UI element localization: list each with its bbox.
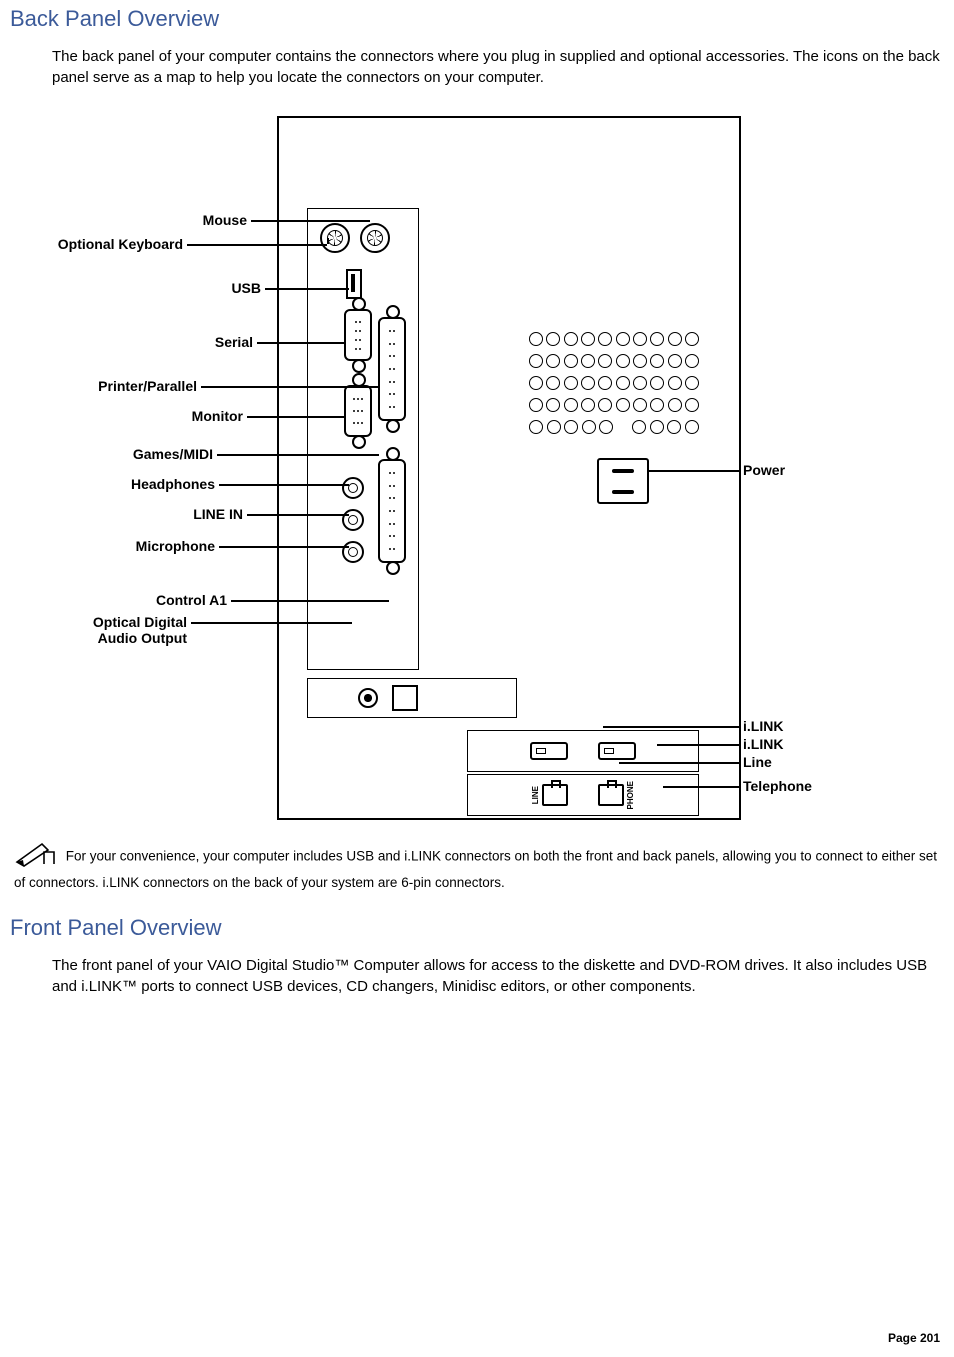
- diagram-label-ilink2: i.LINK: [743, 736, 783, 752]
- note-text: For your convenience, your computer incl…: [14, 849, 937, 890]
- headphone-jack-icon: [342, 477, 364, 499]
- control-a1-panel-icon: [307, 678, 517, 718]
- diagram-label-serial: Serial: [215, 334, 253, 350]
- page-container: Back Panel Overview The back panel of yo…: [0, 6, 954, 1357]
- ps2-keyboard-port-icon: [320, 223, 350, 253]
- rj-label-phone: PHONE: [626, 781, 635, 809]
- back-panel-body-text: The back panel of your computer contains…: [52, 46, 942, 88]
- midi-port-icon: [378, 459, 406, 563]
- line-port-icon: [542, 784, 568, 806]
- diagram-label-mic: Microphone: [136, 538, 215, 554]
- parallel-port-icon: [378, 317, 406, 421]
- note-pen-icon: [14, 840, 58, 874]
- diagram-label-linein: LINE IN: [193, 506, 243, 522]
- diagram-label-controla1: Control A1: [156, 592, 227, 608]
- ilink-panel-icon: [467, 730, 699, 772]
- rj-label-line: LINE: [531, 786, 540, 804]
- diagram-label-line: Line: [743, 754, 772, 770]
- page-number: Page 201: [888, 1331, 940, 1345]
- power-connector-icon: [597, 458, 649, 504]
- line-in-jack-icon: [342, 509, 364, 531]
- modem-panel-icon: LINE PHONE: [467, 774, 699, 816]
- control-a1-jack-icon: [358, 688, 378, 708]
- heading-back-panel: Back Panel Overview: [10, 6, 944, 32]
- ilink-port-1-icon: [530, 742, 568, 760]
- usb-port-icon: [346, 269, 362, 299]
- diagram-label-optical: Optical DigitalAudio Output: [93, 614, 187, 646]
- diagram-label-power: Power: [743, 462, 785, 478]
- diagram-label-parallel: Printer/Parallel: [98, 378, 197, 394]
- diagram-label-keyboard: Optional Keyboard: [58, 236, 183, 252]
- ps2-mouse-port-icon: [360, 223, 390, 253]
- microphone-jack-icon: [342, 541, 364, 563]
- diagram-label-ilink1: i.LINK: [743, 718, 783, 734]
- diagram-label-mouse: Mouse: [203, 212, 247, 228]
- diagram-label-telephone: Telephone: [743, 778, 812, 794]
- diagram-label-headphones: Headphones: [131, 476, 215, 492]
- diagram-label-games: Games/MIDI: [133, 446, 213, 462]
- monitor-port-icon: [344, 385, 372, 437]
- optical-out-icon: [392, 685, 418, 711]
- diagram-label-monitor: Monitor: [192, 408, 243, 424]
- ventilation-grid-icon: [529, 328, 699, 438]
- note-block: For your convenience, your computer incl…: [14, 840, 944, 893]
- telephone-port-icon: [598, 784, 624, 806]
- ilink-port-2-icon: [598, 742, 636, 760]
- serial-port-icon: [344, 309, 372, 361]
- heading-front-panel: Front Panel Overview: [10, 915, 944, 941]
- back-panel-diagram: LINE PHONE MouseOptional KeyboardUSBSeri…: [127, 106, 827, 826]
- front-panel-body-text: The front panel of your VAIO Digital Stu…: [52, 955, 942, 997]
- diagram-label-usb: USB: [231, 280, 261, 296]
